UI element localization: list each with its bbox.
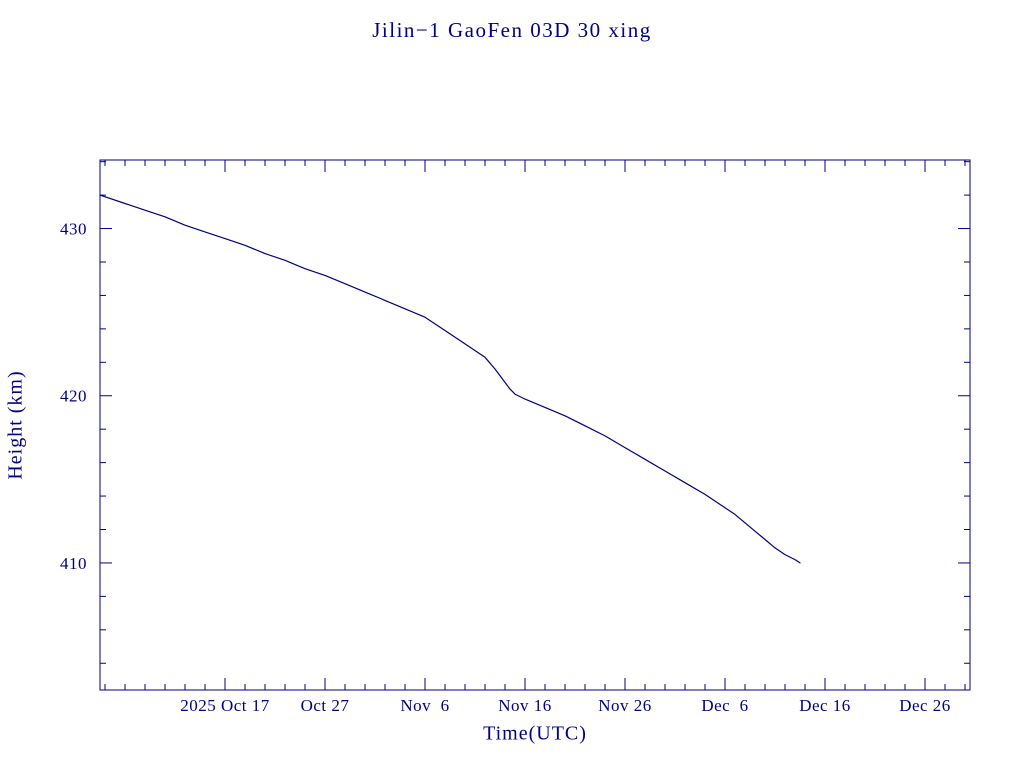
x-tick-label: Nov 16	[498, 696, 552, 715]
x-tick-label: Dec 16	[799, 696, 851, 715]
x-tick-label: Nov 6	[400, 696, 449, 715]
y-tick-label: 410	[60, 554, 87, 573]
x-tick-label: Dec 6	[701, 696, 748, 715]
y-tick-label: 430	[60, 220, 87, 239]
x-tick-label: 2025 Oct 17	[180, 696, 270, 715]
y-axis-label: Height (km)	[4, 370, 27, 480]
plot-frame	[99, 159, 971, 691]
x-tick-label: Oct 27	[301, 696, 350, 715]
height-data-line	[99, 194, 801, 564]
x-tick-label: Nov 26	[598, 696, 652, 715]
chart-title: Jilin−1 GaoFen 03D 30 xing	[372, 18, 652, 42]
y-tick-label: 420	[60, 387, 87, 406]
x-tick-label: Dec 26	[899, 696, 951, 715]
x-axis-label: Time(UTC)	[483, 722, 587, 745]
